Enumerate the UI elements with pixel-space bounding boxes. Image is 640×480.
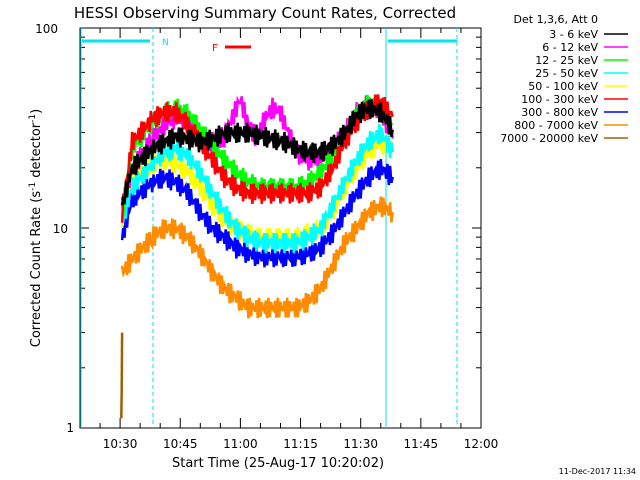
y-tick-label: 10 — [53, 222, 68, 236]
series-line — [120, 196, 395, 319]
series-line — [120, 98, 395, 206]
x-tick-label: 11:15 — [283, 437, 318, 451]
legend-label: 300 - 800 keV — [521, 106, 598, 119]
y-axis-label: Corrected Count Rate (s-1 detector-1) — [28, 109, 44, 347]
x-axis-label: Start Time (25-Aug-17 10:20:02) — [172, 456, 384, 471]
legend-label: 7000 - 20000 keV — [500, 132, 598, 145]
north-flag-label: N — [162, 38, 169, 48]
y-tick-label: 1 — [66, 421, 74, 435]
legend-label: 6 - 12 keV — [542, 41, 598, 54]
legend-label: 800 - 7000 keV — [514, 119, 598, 132]
x-tick-label: 12:00 — [464, 437, 499, 451]
legend-title: Det 1,3,6, Att 0 — [514, 13, 598, 26]
timestamp: 11-Dec-2017 11:34 — [559, 467, 636, 476]
plot-frame — [79, 27, 482, 429]
legend-label: 3 - 6 keV — [549, 28, 598, 41]
x-tick-label: 11:00 — [223, 437, 258, 451]
attenuator-flag-label: F — [212, 43, 218, 54]
legend-label: 50 - 100 keV — [528, 80, 598, 93]
series-line — [120, 158, 395, 268]
legend-label: 25 - 50 keV — [535, 67, 598, 80]
x-tick-label: 10:45 — [163, 437, 198, 451]
x-tick-label: 11:30 — [343, 437, 378, 451]
series-line — [120, 332, 124, 419]
chart-title: HESSI Observing Summary Count Rates, Cor… — [74, 4, 456, 22]
series-line — [120, 123, 395, 254]
x-tick-label: 10:30 — [103, 437, 138, 451]
legend-label: 100 - 300 keV — [521, 93, 598, 106]
legend-label: 12 - 25 keV — [535, 54, 598, 67]
y-tick-label: 100 — [35, 22, 58, 36]
x-tick-label: 11:45 — [404, 437, 439, 451]
